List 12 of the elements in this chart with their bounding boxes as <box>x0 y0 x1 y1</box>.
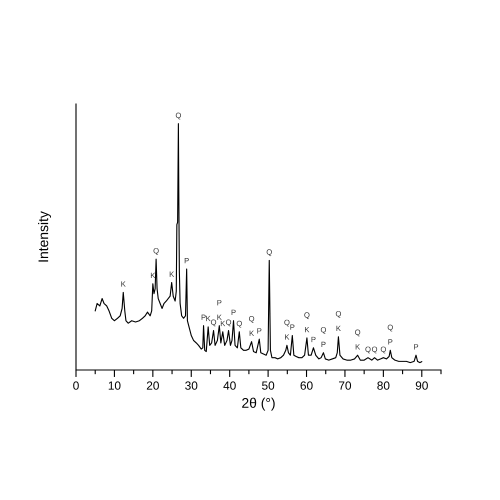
x-tick-label: 50 <box>262 381 274 390</box>
x-tick-label: 60 <box>300 381 313 390</box>
x-tick-label: 80 <box>377 381 390 390</box>
x-tick-label: 90 <box>416 381 428 390</box>
x-tick-label: 70 <box>338 381 352 390</box>
x-tick-label: 30 <box>185 381 198 390</box>
x-tick-label: 20 <box>146 381 159 390</box>
y-axis-title: Intensity <box>38 211 51 262</box>
x-tick-label: 0 <box>73 381 79 390</box>
x-axis-title: 2θ (°) <box>242 398 275 411</box>
x-tick-label: 10 <box>108 381 121 390</box>
x-tick-label: 40 <box>223 381 236 390</box>
